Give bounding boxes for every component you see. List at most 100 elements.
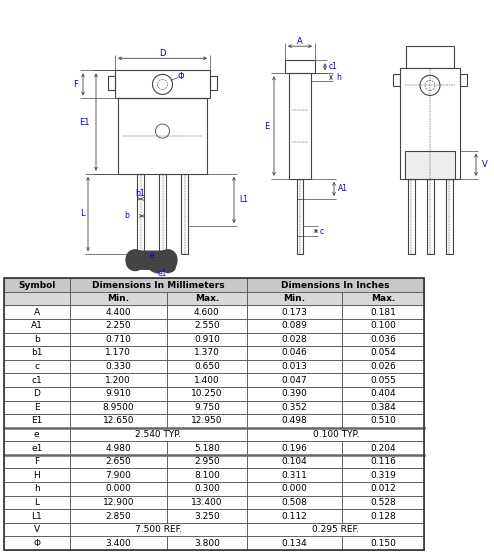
Bar [167, 482, 247, 496]
Bar [70, 292, 167, 305]
Bar [167, 292, 247, 305]
Bar [137, 174, 144, 254]
Bar [247, 428, 424, 442]
Bar [342, 496, 424, 509]
Text: b: b [34, 335, 40, 344]
Text: Symbol: Symbol [18, 280, 55, 290]
Bar [342, 292, 424, 305]
Bar [167, 509, 247, 523]
Text: V: V [34, 525, 40, 534]
Bar [4, 305, 70, 319]
Text: L1: L1 [239, 196, 248, 204]
Text: 0.100 TYP.: 0.100 TYP. [313, 430, 359, 439]
Bar [4, 414, 70, 428]
Text: 8.9500: 8.9500 [102, 403, 134, 412]
Bar [167, 332, 247, 346]
Bar [247, 319, 342, 332]
Text: D: D [159, 49, 166, 58]
Text: 0.910: 0.910 [194, 335, 220, 344]
Text: 4.600: 4.600 [194, 307, 220, 317]
Bar [4, 442, 70, 455]
Text: 4.980: 4.980 [105, 444, 131, 453]
Bar [342, 455, 424, 469]
Circle shape [425, 80, 435, 90]
Bar [70, 346, 167, 360]
Text: 0.104: 0.104 [282, 457, 307, 466]
Text: 0.047: 0.047 [282, 376, 307, 384]
Text: 0.196: 0.196 [282, 444, 307, 453]
Bar [167, 319, 247, 332]
Bar [4, 319, 70, 332]
Bar [247, 305, 342, 319]
Text: 9.750: 9.750 [194, 403, 220, 412]
Text: V: V [482, 160, 488, 169]
Bar [4, 373, 70, 387]
Bar [247, 387, 342, 401]
Text: 0.352: 0.352 [282, 403, 307, 412]
Text: 0.000: 0.000 [282, 484, 307, 494]
Text: 3.800: 3.800 [194, 538, 220, 548]
Bar [70, 387, 167, 401]
Text: b1: b1 [31, 348, 42, 357]
Text: 5.180: 5.180 [194, 444, 220, 453]
Bar [4, 292, 70, 305]
Text: 10.250: 10.250 [191, 389, 223, 398]
Circle shape [158, 79, 167, 89]
Bar [167, 373, 247, 387]
Text: Φ: Φ [177, 72, 184, 81]
Text: 0.650: 0.650 [194, 362, 220, 371]
Text: F: F [73, 80, 78, 89]
Bar [4, 387, 70, 401]
Bar [115, 70, 210, 99]
Bar [247, 442, 342, 455]
Text: 1.370: 1.370 [194, 348, 220, 357]
Bar [342, 414, 424, 428]
Bar [342, 360, 424, 373]
Text: 0.036: 0.036 [370, 335, 396, 344]
Bar [393, 74, 400, 86]
Text: Max.: Max. [371, 294, 395, 303]
Text: 0.055: 0.055 [370, 376, 396, 384]
Text: 0.100: 0.100 [370, 321, 396, 330]
Bar [4, 536, 70, 550]
Bar [247, 346, 342, 360]
Circle shape [420, 75, 440, 95]
Bar [247, 469, 342, 482]
Text: 1.170: 1.170 [105, 348, 131, 357]
Bar [426, 179, 434, 254]
Bar [4, 332, 70, 346]
Text: Min.: Min. [284, 294, 305, 303]
Bar [247, 509, 342, 523]
Bar [4, 278, 424, 550]
Text: 13.400: 13.400 [191, 498, 223, 507]
Bar [460, 74, 467, 86]
Text: 0.330: 0.330 [105, 362, 131, 371]
Bar [342, 305, 424, 319]
Bar [4, 401, 70, 414]
Text: 0.510: 0.510 [370, 417, 396, 425]
Text: 0.028: 0.028 [282, 335, 307, 344]
Text: 1.200: 1.200 [105, 376, 131, 384]
Bar [4, 360, 70, 373]
Text: 0.300: 0.300 [194, 484, 220, 494]
Text: b: b [124, 212, 129, 220]
Bar [4, 455, 70, 469]
Text: A1: A1 [31, 321, 43, 330]
Text: Dimensions In Millimeters: Dimensions In Millimeters [92, 280, 225, 290]
Text: 3.400: 3.400 [105, 538, 131, 548]
Bar [342, 469, 424, 482]
Bar [247, 278, 424, 292]
Text: 0.046: 0.046 [282, 348, 307, 357]
Bar [247, 523, 424, 536]
Bar [70, 482, 167, 496]
Text: 0.013: 0.013 [282, 362, 307, 371]
Bar [247, 360, 342, 373]
Text: 8.100: 8.100 [194, 471, 220, 480]
Text: D: D [34, 389, 40, 398]
Text: A: A [34, 307, 40, 317]
Bar [167, 455, 247, 469]
Bar [247, 455, 342, 469]
Text: 12.650: 12.650 [102, 417, 134, 425]
Bar [70, 496, 167, 509]
Bar [70, 536, 167, 550]
